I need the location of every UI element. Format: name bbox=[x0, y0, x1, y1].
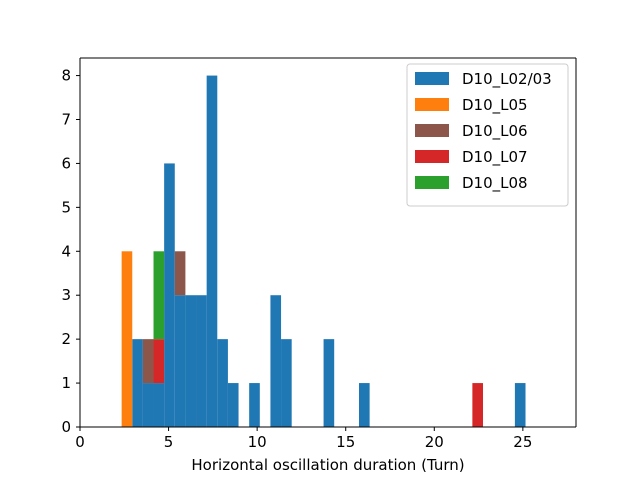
x-tick-label-0: 0 bbox=[75, 433, 85, 451]
y-tick-label-7: 7 bbox=[61, 111, 71, 129]
bar-d10-l02-03-8 bbox=[217, 339, 228, 427]
x-axis-label: Horizontal oscillation duration (Turn) bbox=[191, 456, 464, 474]
x-tick-label-5: 5 bbox=[164, 433, 174, 451]
legend-swatch-d10-l08 bbox=[415, 176, 449, 189]
bar-d10-l02-03-14 bbox=[359, 383, 370, 427]
legend-swatch-d10-l06 bbox=[415, 124, 449, 137]
bar-d10-l02-03-4 bbox=[174, 295, 186, 427]
bar-d10-l02-03-6 bbox=[196, 295, 207, 427]
legend-label-d10-l07: D10_L07 bbox=[462, 148, 528, 167]
bar-d10-l02-03-13 bbox=[323, 339, 335, 427]
legend-swatch-d10-l07 bbox=[415, 150, 449, 163]
y-tick-label-8: 8 bbox=[61, 67, 71, 85]
y-tick-label-4: 4 bbox=[61, 242, 71, 260]
y-tick-label-6: 6 bbox=[61, 154, 71, 172]
bar-d10-l02-03-12 bbox=[281, 339, 292, 427]
x-tick-label-15: 15 bbox=[336, 433, 355, 451]
y-tick-label-0: 0 bbox=[61, 418, 71, 436]
bar-d10-l02-03-3 bbox=[164, 163, 175, 427]
bar-d10-l02-03-2 bbox=[153, 383, 165, 427]
bar-d10-l05-0 bbox=[121, 251, 133, 427]
bar-d10-l06-1 bbox=[174, 251, 186, 296]
y-tick-label-5: 5 bbox=[61, 198, 71, 216]
legend: D10_L02/03 D10_L05 D10_L06 D10_L07 D10_L08 bbox=[406, 63, 569, 207]
bar-d10-l08-0 bbox=[153, 251, 165, 340]
y-tick-label-2: 2 bbox=[61, 330, 71, 348]
bar-d10-l07-1 bbox=[472, 383, 483, 427]
bar-d10-l02-03-9 bbox=[227, 383, 239, 427]
x-tick-label-10: 10 bbox=[248, 433, 267, 451]
legend-label-d10-l06: D10_L06 bbox=[462, 122, 528, 141]
bars-layer bbox=[121, 75, 526, 428]
legend-label-d10-l05: D10_L05 bbox=[462, 96, 528, 115]
bar-d10-l06-0 bbox=[142, 339, 154, 384]
x-tick-label-25: 25 bbox=[513, 433, 532, 451]
bar-d10-l02-03-1 bbox=[142, 383, 154, 427]
legend-swatch-d10-l05 bbox=[415, 98, 449, 111]
bar-d10-l02-03-11 bbox=[270, 295, 282, 427]
bar-d10-l07-0 bbox=[153, 339, 165, 384]
legend-label-d10-l02-03: D10_L02/03 bbox=[462, 70, 552, 89]
bar-d10-l02-03-0 bbox=[132, 339, 143, 427]
bar-d10-l02-03-15 bbox=[514, 383, 526, 427]
y-tick-label-3: 3 bbox=[61, 286, 71, 304]
bar-d10-l02-03-7 bbox=[206, 75, 218, 428]
legend-swatch-d10-l02-03 bbox=[415, 72, 449, 85]
y-tick-label-1: 1 bbox=[61, 374, 71, 392]
legend-label-d10-l08: D10_L08 bbox=[462, 174, 528, 193]
bar-d10-l02-03-5 bbox=[185, 295, 197, 427]
x-tick-label-20: 20 bbox=[425, 433, 444, 451]
bar-d10-l02-03-10 bbox=[249, 383, 260, 427]
axes-layer: 0 5 10 15 20 25 0 1 2 3 4 5 6 7 8 bbox=[61, 57, 577, 451]
